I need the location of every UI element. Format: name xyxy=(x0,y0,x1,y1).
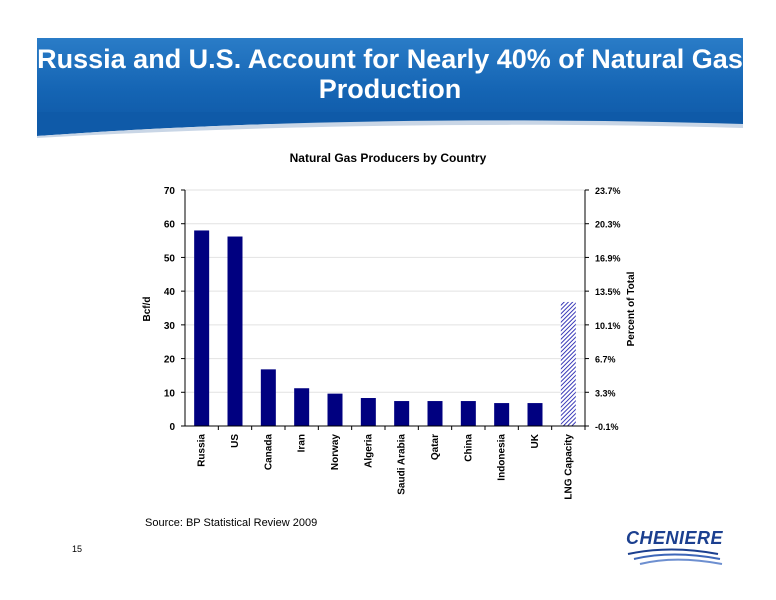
y-tick-label: 50 xyxy=(164,253,176,264)
cheniere-logo: CHENIERE xyxy=(626,528,726,570)
y2-tick-label: 16.9% xyxy=(595,253,621,263)
bar xyxy=(327,393,343,426)
x-tick-label: Algeria xyxy=(363,434,374,468)
y-tick-label: 20 xyxy=(164,355,176,366)
y2-tick-label: 6.7% xyxy=(595,355,616,365)
x-tick-label: China xyxy=(463,434,474,462)
y2-tick-label: 3.3% xyxy=(595,388,616,398)
bar-chart: 0 -0.1% 10 3.3% 20 6.7% 30 10.1% 40 13.5% 50 16.9% 6… xyxy=(142,186,637,500)
y-tick-label: 40 xyxy=(164,287,176,298)
slide-title: Russia and U.S. Account for Nearly 40% o… xyxy=(37,44,743,104)
banner-swoosh xyxy=(37,112,743,138)
title-banner xyxy=(37,38,743,124)
bar xyxy=(394,401,410,426)
bar xyxy=(494,403,510,426)
x-tick-label: UK xyxy=(530,433,541,448)
page-number: 15 xyxy=(72,544,83,554)
bar xyxy=(560,301,576,426)
bar xyxy=(527,403,543,426)
bar xyxy=(260,369,276,426)
y-tick-label: 70 xyxy=(164,186,176,197)
source-note: Source: BP Statistical Review 2009 xyxy=(145,517,318,529)
bar xyxy=(460,401,476,426)
y2-tick-label: 20.3% xyxy=(595,220,621,230)
y-tick-label: 60 xyxy=(164,220,176,231)
x-tick-label: LNG Capacity xyxy=(563,434,574,500)
logo-waves-icon xyxy=(627,548,723,565)
y2-tick-label: 10.1% xyxy=(595,321,621,331)
y-tick-label: 30 xyxy=(164,321,176,332)
x-tick-label: Iran xyxy=(297,434,308,452)
x-tick-label: Norway xyxy=(330,434,341,471)
x-tick-label: Canada xyxy=(263,434,274,471)
y2-tick-label: 13.5% xyxy=(595,287,621,297)
y-tick-label: 0 xyxy=(169,422,175,433)
x-tick-label: Russia xyxy=(197,434,208,467)
y2-tick-label: -0.1% xyxy=(595,422,619,432)
y-axis-label: Bcf/d xyxy=(142,297,153,322)
y-tick-label: 10 xyxy=(164,388,176,399)
logo-text: CHENIERE xyxy=(626,528,724,548)
chart-title: Natural Gas Producers by Country xyxy=(289,151,487,165)
x-tick-label: Indonesia xyxy=(497,434,508,481)
bar xyxy=(427,401,443,426)
bar xyxy=(194,230,210,426)
bar xyxy=(227,236,243,426)
x-tick-label: Saudi Arabia xyxy=(397,434,408,495)
bar xyxy=(360,398,376,426)
x-tick-label: Qatar xyxy=(430,434,441,460)
y2-tick-label: 23.7% xyxy=(595,186,621,196)
y2-axis-label: Percent of Total xyxy=(626,271,637,346)
x-tick-label: US xyxy=(230,434,241,448)
bar xyxy=(294,388,310,426)
